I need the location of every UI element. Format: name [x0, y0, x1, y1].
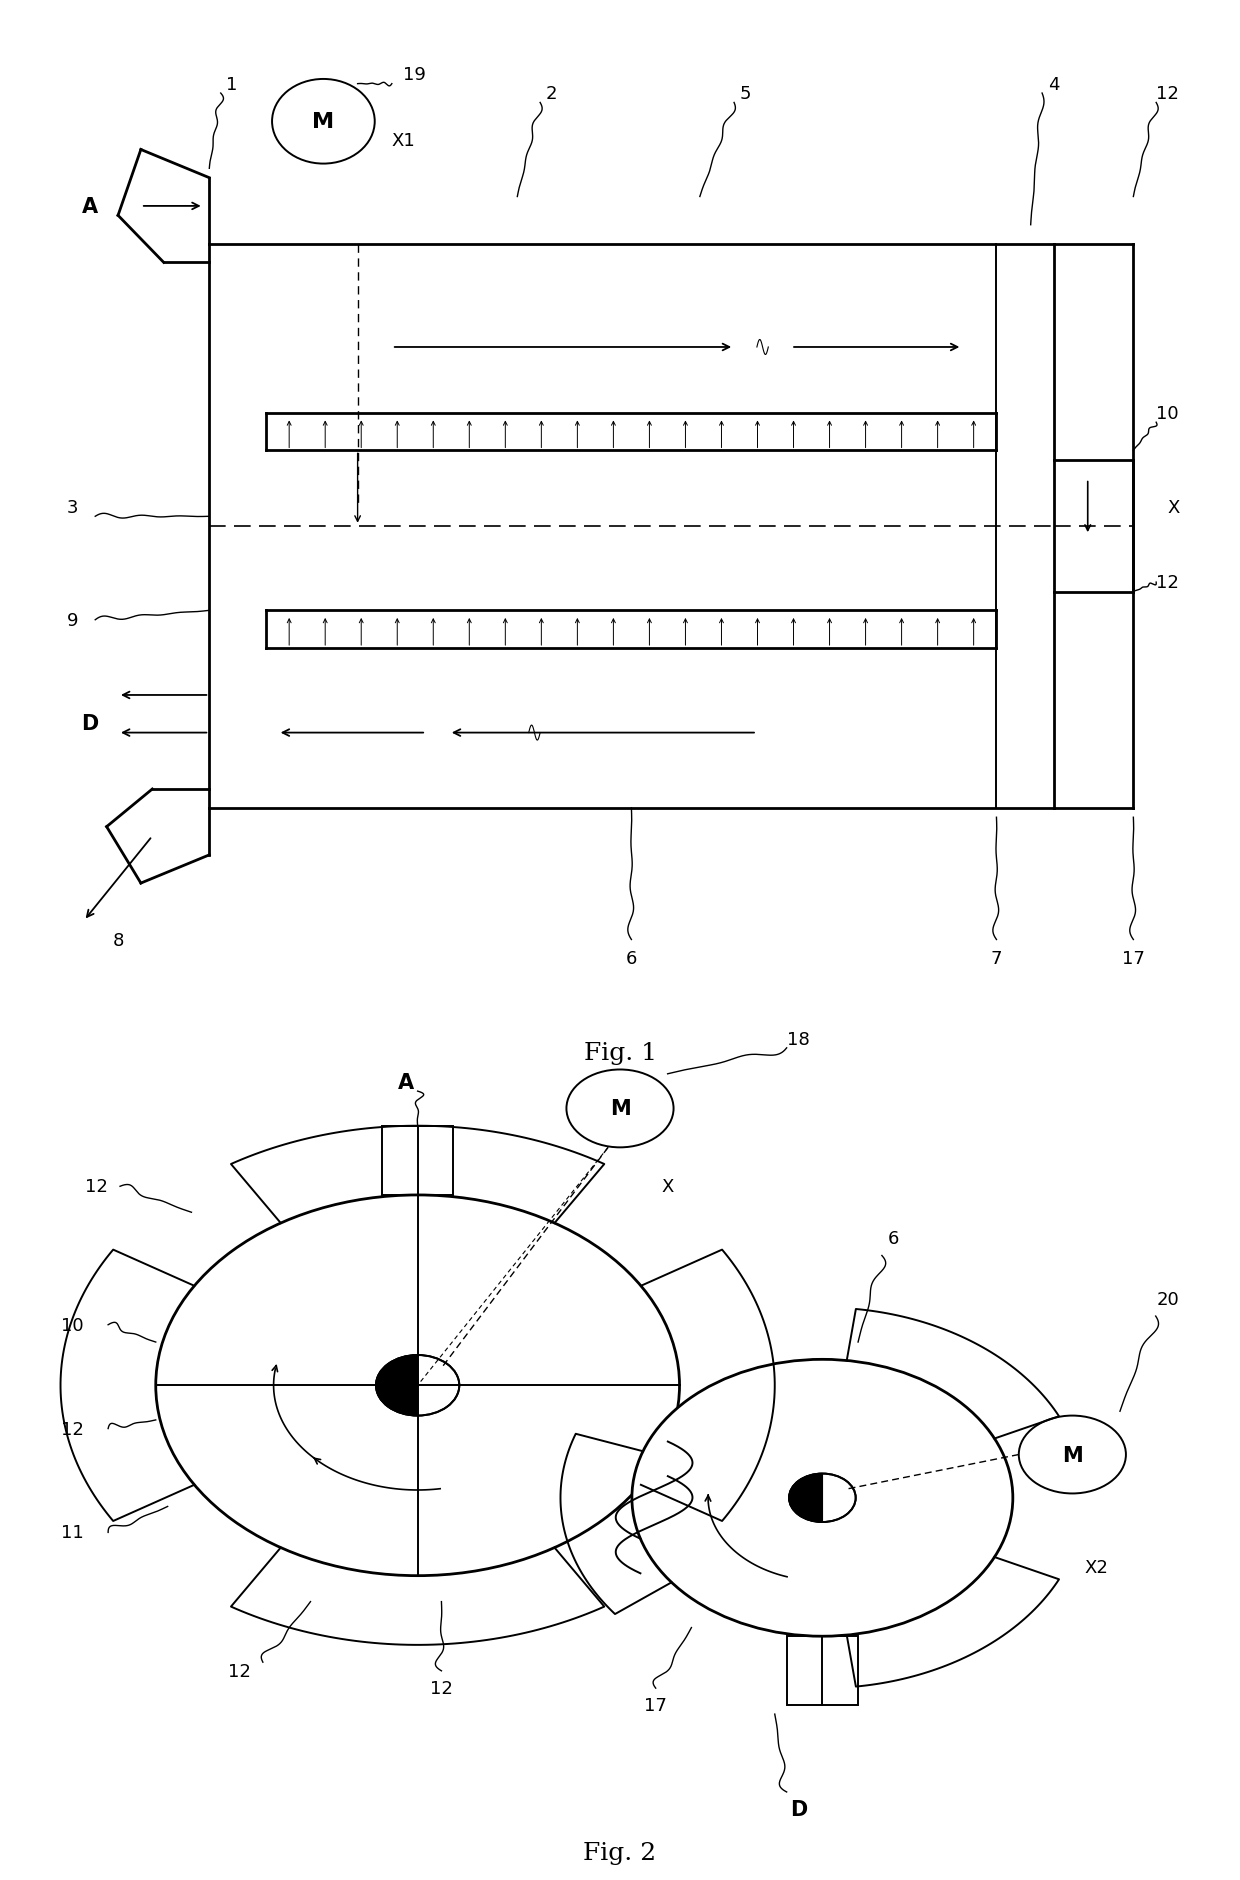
Bar [786, 1636, 858, 1705]
Text: Fig. 1: Fig. 1 [584, 1042, 656, 1064]
Bar [382, 1126, 454, 1196]
Text: 6: 6 [626, 949, 637, 968]
Text: 20: 20 [1156, 1290, 1179, 1308]
Text: 6: 6 [888, 1230, 899, 1248]
Text: 12: 12 [430, 1679, 453, 1698]
Circle shape [1019, 1416, 1126, 1493]
Text: X1: X1 [392, 132, 415, 150]
Text: 12: 12 [84, 1177, 108, 1196]
Text: 17: 17 [1122, 949, 1145, 968]
Text: 12: 12 [1156, 85, 1179, 103]
Text: D: D [790, 1799, 807, 1820]
Text: Fig. 2: Fig. 2 [584, 1841, 656, 1865]
Text: M: M [610, 1098, 630, 1119]
Text: X2: X2 [1084, 1559, 1109, 1575]
Circle shape [632, 1359, 1013, 1636]
Circle shape [272, 81, 374, 165]
Circle shape [567, 1070, 673, 1147]
Text: D: D [81, 714, 98, 733]
Text: 5: 5 [740, 85, 751, 103]
Text: 12: 12 [228, 1662, 250, 1681]
Text: 2: 2 [546, 85, 557, 103]
Text: M: M [1061, 1444, 1083, 1465]
Text: 4: 4 [1048, 75, 1059, 94]
Text: 11: 11 [61, 1523, 84, 1542]
Text: 9: 9 [67, 611, 78, 630]
Text: 8: 8 [113, 931, 124, 949]
Text: 12: 12 [1156, 573, 1179, 592]
Text: M: M [312, 113, 335, 132]
Circle shape [376, 1355, 459, 1416]
Text: 10: 10 [1156, 404, 1179, 423]
Text: 3: 3 [67, 498, 78, 517]
Text: 18: 18 [787, 1030, 810, 1049]
Text: 7: 7 [991, 949, 1002, 968]
Polygon shape [376, 1355, 418, 1416]
Text: X: X [661, 1177, 673, 1196]
Text: X: X [1167, 498, 1179, 517]
Polygon shape [789, 1474, 822, 1523]
Text: A: A [398, 1073, 414, 1092]
Text: 10: 10 [61, 1316, 84, 1335]
Text: 1: 1 [227, 75, 238, 94]
Text: 12: 12 [61, 1419, 84, 1438]
Circle shape [789, 1474, 856, 1523]
Circle shape [156, 1196, 680, 1575]
Text: A: A [82, 197, 98, 216]
Text: 19: 19 [403, 66, 427, 85]
Text: 17: 17 [645, 1696, 667, 1715]
